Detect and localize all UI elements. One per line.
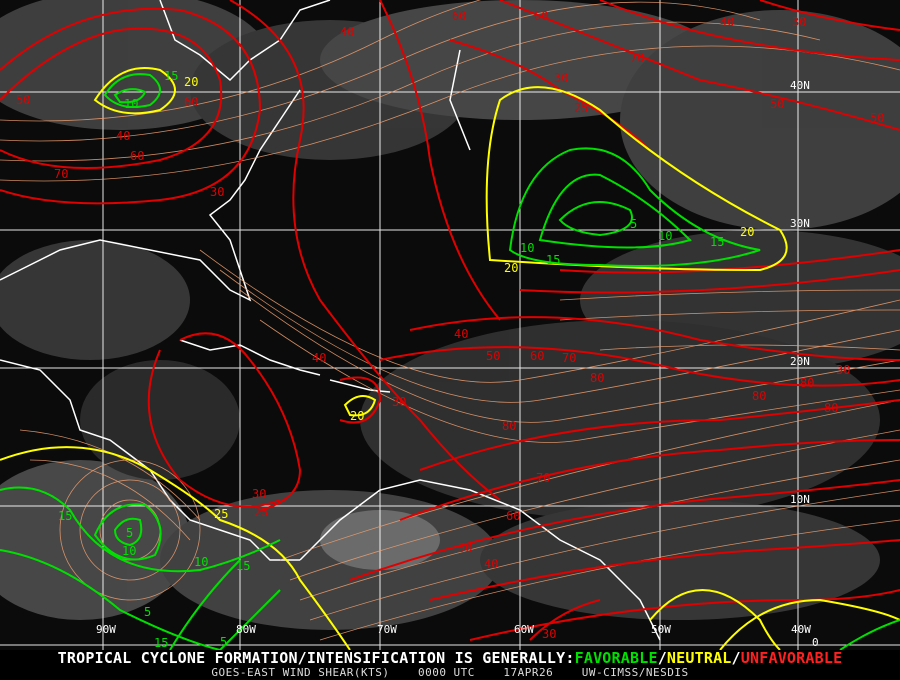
product-subtitle: GOES-EAST WIND SHEAR(KTS) 0000 UTC 17APR… xyxy=(211,666,689,679)
contour-label: 20 xyxy=(740,225,755,239)
contour-label: 80 xyxy=(502,419,517,433)
contour-label: 70 xyxy=(54,167,69,181)
contour-label: 40 xyxy=(312,351,327,365)
contour-label: 30 xyxy=(554,71,569,85)
contour-label: 30 xyxy=(836,363,851,377)
contour-label: 60 xyxy=(506,509,521,523)
contour-label: 40 xyxy=(720,15,735,29)
legend-headline: TROPICAL CYCLONE FORMATION/INTENSIFICATI… xyxy=(0,650,900,667)
contour-label: 15 xyxy=(546,253,561,267)
contour-label: 30 xyxy=(252,487,267,501)
contour-label: 60 xyxy=(130,149,145,163)
contour-label: 50 xyxy=(458,541,473,555)
contour-label: 60 xyxy=(184,95,199,109)
contour-label: 5 xyxy=(630,217,638,231)
contour-label: 50 xyxy=(16,93,31,107)
contour-label: 60 xyxy=(452,9,467,23)
contour-label: 50 xyxy=(870,111,885,125)
longitude-label: 50W xyxy=(651,623,671,636)
contour-label: 10 xyxy=(124,97,139,111)
contour-label: 30 xyxy=(392,395,407,409)
contour-label: 40 xyxy=(484,557,499,571)
contour-label: 40 xyxy=(116,129,131,143)
longitude-label: 80W xyxy=(236,623,256,636)
contour-label: 5 xyxy=(220,635,228,649)
streamlines xyxy=(0,0,900,641)
coastlines xyxy=(0,0,661,641)
contour-label: 40 xyxy=(454,327,469,341)
latitude-label: 40N xyxy=(790,79,810,92)
contour-label: 10 xyxy=(520,241,535,255)
contour-label: 15 xyxy=(710,235,725,249)
longitude-label: 70W xyxy=(377,623,397,636)
contour-label: 70 xyxy=(562,351,577,365)
neutral-shear-contours xyxy=(0,67,900,651)
contour-label: 15 xyxy=(236,559,251,573)
contour-label: 10 xyxy=(194,555,209,569)
legend-favorable: FAVORABLE xyxy=(574,649,658,667)
contour-label: 10 xyxy=(658,229,673,243)
contour-label: 20 xyxy=(184,75,199,89)
contour-label: 50 xyxy=(486,349,501,363)
separator: / xyxy=(657,649,667,667)
headline-text: TROPICAL CYCLONE FORMATION/INTENSIFICATI… xyxy=(57,649,575,667)
contour-label: 15 xyxy=(58,509,73,523)
contour-label: 80 xyxy=(590,371,605,385)
contour-label: 15 xyxy=(164,69,179,83)
contour-label: 70 xyxy=(536,471,551,485)
contour-label: 30 xyxy=(792,15,807,29)
contour-label: 80 xyxy=(800,376,815,390)
contour-label: 40 xyxy=(340,25,355,39)
contour-label: 25 xyxy=(214,507,229,521)
longitude-label: 90W xyxy=(96,623,116,636)
contour-label: 80 xyxy=(752,389,767,403)
contour-label: 70 xyxy=(630,51,645,65)
contour-label: 60 xyxy=(534,9,549,23)
longitude-label: 40W xyxy=(791,623,811,636)
contour-label: 15 xyxy=(154,636,169,650)
contour-label: 80 xyxy=(824,401,839,415)
separator: / xyxy=(731,649,741,667)
favorable-shear-contours xyxy=(0,73,900,651)
contour-label: 5 xyxy=(144,605,152,619)
contour-label: 10 xyxy=(122,544,137,558)
contour-label: 5 xyxy=(126,526,134,540)
contour-label: 30 xyxy=(542,627,557,641)
legend-neutral: NEUTRAL xyxy=(666,649,732,667)
contour-label: 50 xyxy=(770,97,785,111)
contour-label: 30 xyxy=(210,185,225,199)
contour-label: 20 xyxy=(350,409,365,423)
contour-label: 25 xyxy=(254,505,269,519)
latitude-label: 10N xyxy=(790,493,810,506)
latitude-label: 30N xyxy=(790,217,810,230)
legend-unfavorable: UNFAVORABLE xyxy=(740,649,843,667)
latitude-label: 20N xyxy=(790,355,810,368)
legend-footer: TROPICAL CYCLONE FORMATION/INTENSIFICATI… xyxy=(0,650,900,680)
longitude-label: 60W xyxy=(514,623,534,636)
contour-label: 25 xyxy=(574,101,589,115)
satellite-imagery xyxy=(0,0,900,630)
contour-label: 60 xyxy=(530,349,545,363)
unfavorable-shear-contours xyxy=(0,0,900,641)
latitude-label: 0 xyxy=(812,636,819,649)
contour-label: 20 xyxy=(504,261,519,275)
